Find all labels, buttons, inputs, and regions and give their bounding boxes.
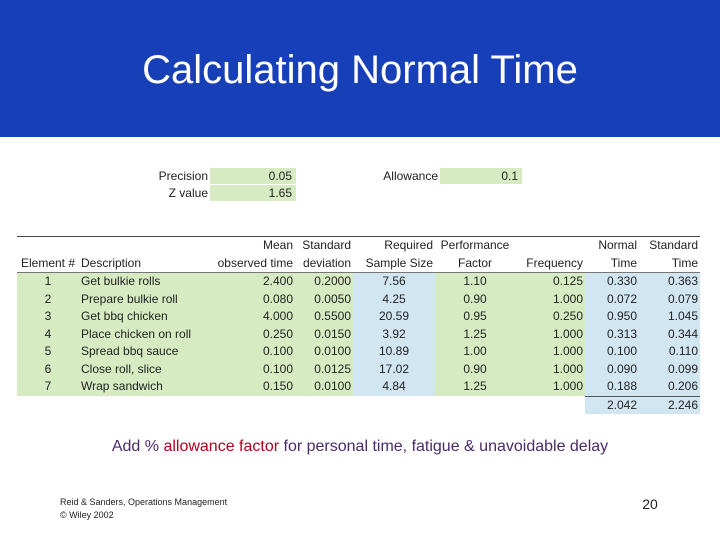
header-element: Element # bbox=[17, 254, 79, 273]
title-bar: Calculating Normal Time bbox=[0, 0, 720, 137]
allowance-note: Add % allowance factor for personal time… bbox=[0, 438, 720, 456]
header-factor: Factor bbox=[435, 254, 515, 273]
header-required: Required bbox=[353, 236, 435, 255]
footer-citation: Reid & Sanders, Operations Management © … bbox=[60, 496, 227, 522]
note-prefix: Add % bbox=[111, 438, 164, 455]
precision-label: Precision bbox=[158, 169, 208, 183]
table-header-row: Element # Description observed time devi… bbox=[17, 254, 700, 273]
time-study-table: Mean Standard Required Performance Norma… bbox=[17, 236, 700, 414]
header-description: Description bbox=[79, 254, 209, 273]
header-standard-time: Standard bbox=[639, 236, 700, 255]
footer-line-1: Reid & Sanders, Operations Management bbox=[60, 497, 228, 507]
z-value: 1.65 bbox=[210, 185, 296, 201]
header-normal: Normal bbox=[585, 236, 639, 255]
table-row: 1 Get bulkie rolls 2.400 0.2000 7.56 1.1… bbox=[17, 272, 700, 291]
header-deviation: deviation bbox=[295, 254, 353, 273]
table-row: 3 Get bbq chicken 4.000 0.5500 20.59 0.9… bbox=[17, 308, 700, 326]
header-time: Time bbox=[639, 254, 700, 273]
precision-value: 0.05 bbox=[210, 168, 296, 184]
header-mean: Mean bbox=[209, 236, 295, 255]
page-number: 20 bbox=[642, 496, 658, 512]
header-sample-size: Sample Size bbox=[353, 254, 435, 273]
footer-line-2: © Wiley 2002 bbox=[60, 510, 114, 520]
header-observed-time: observed time bbox=[209, 254, 295, 273]
header-standard: Standard bbox=[295, 236, 353, 255]
header-cell bbox=[17, 236, 79, 255]
table-row: 7 Wrap sandwich 0.150 0.0100 4.84 1.25 1… bbox=[17, 378, 700, 396]
slide-title: Calculating Normal Time bbox=[142, 48, 578, 92]
note-suffix: for personal time, fatigue & unavoidable… bbox=[279, 438, 609, 455]
header-performance: Performance bbox=[435, 236, 515, 255]
total-standard-time: 2.246 bbox=[639, 395, 700, 414]
table-row: 6 Close roll, slice 0.100 0.0125 17.02 0… bbox=[17, 360, 700, 378]
header-frequency: Frequency bbox=[515, 254, 585, 273]
totals-row: 2.042 2.246 bbox=[17, 395, 700, 414]
table-header-row: Mean Standard Required Performance Norma… bbox=[17, 236, 700, 255]
table-row: 5 Spread bbq sauce 0.100 0.0100 10.89 1.… bbox=[17, 343, 700, 361]
total-normal-time: 2.042 bbox=[585, 395, 639, 414]
table-row: 4 Place chicken on roll 0.250 0.0150 3.9… bbox=[17, 325, 700, 343]
header-cell bbox=[515, 236, 585, 255]
allowance-value: 0.1 bbox=[440, 168, 522, 184]
header-time: Time bbox=[585, 254, 639, 273]
allowance-label: Allowance bbox=[383, 169, 438, 183]
note-highlight: allowance factor bbox=[163, 438, 280, 455]
table-row: 2 Prepare bulkie roll 0.080 0.0050 4.25 … bbox=[17, 290, 700, 308]
header-cell bbox=[79, 236, 209, 255]
z-value-label: Z value bbox=[168, 186, 208, 200]
